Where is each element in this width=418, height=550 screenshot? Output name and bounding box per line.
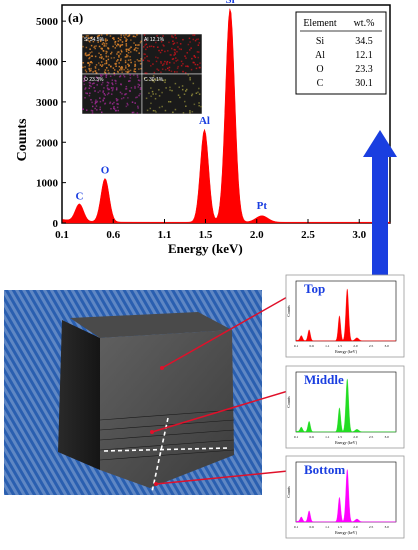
small-x-tick-label: 1.5 <box>338 525 343 529</box>
main-y-tick-label: 5000 <box>36 16 59 28</box>
pointer-top <box>161 291 297 369</box>
main-y-ticks: 0 1000 2000 3000 4000 5000 <box>36 16 66 230</box>
table-cell-wt: 34.5 <box>355 36 373 47</box>
main-spectrum-area <box>61 8 391 224</box>
small-x-tick-label: 2.5 <box>369 525 374 529</box>
small-x-tick-label: 0.6 <box>309 435 314 439</box>
small-x-tick-label: 0.1 <box>294 435 299 439</box>
elemental-map-tile: C 30.1% <box>141 73 203 115</box>
main-x-tick-label: 0.6 <box>106 229 120 241</box>
pointer-middle <box>151 387 299 433</box>
main-x-tick-label: 3.0 <box>352 229 366 241</box>
elemental-map-label: O 23.3% <box>84 77 104 83</box>
main-y-tick-label: 2000 <box>36 137 59 149</box>
main-x-tick-label: 2.5 <box>301 229 315 241</box>
element-table-box <box>295 11 387 95</box>
small-x-tick-label: 1.5 <box>338 344 343 348</box>
small-y-axis-label: Counts <box>286 396 291 408</box>
peak-label: O <box>101 164 110 176</box>
peak-label: C <box>75 191 83 203</box>
element-table: Element wt.% Si 34.5 Al 12.1 O 23.3 C 30.1 <box>295 11 387 95</box>
main-y-tick-label: 4000 <box>36 57 59 69</box>
dashed-vertical-line <box>151 417 169 493</box>
small-x-axis-label: Energy (keV) <box>335 530 357 535</box>
small-panel-title: Bottom <box>304 462 345 477</box>
elemental-map-tile: Si 34.5% <box>81 33 143 75</box>
small-x-tick-label: 0.6 <box>309 344 314 348</box>
table-cell-element: Si <box>316 36 325 47</box>
panel-label: (a) <box>68 10 83 25</box>
small-x-tick-label: 1.1 <box>325 344 330 348</box>
small-x-tick-label: 2.0 <box>353 525 358 529</box>
small-x-tick-label: 2.5 <box>369 435 374 439</box>
small-x-tick-label: 2.0 <box>353 435 358 439</box>
peak-label: Pt <box>257 200 268 212</box>
small-panel-title: Middle <box>304 372 344 387</box>
small-x-tick-label: 0.1 <box>294 344 299 348</box>
main-peak-labels: C O Al Si Pt <box>75 0 267 212</box>
elemental-map-label: Al 12.1% <box>144 37 165 43</box>
table-cell-wt: 23.3 <box>355 64 373 75</box>
block-left-face <box>58 320 100 470</box>
small-eds-panel: 0.1 0.6 1.1 1.5 2.0 2.5 3.0 Energy (keV) Counts B… <box>285 455 405 539</box>
small-x-tick-label: 1.1 <box>325 435 330 439</box>
table-cell-wt: 12.1 <box>355 50 373 61</box>
small-x-tick-label: 3.0 <box>384 344 389 348</box>
elemental-map-tile: Al 12.1% <box>141 33 203 75</box>
small-x-tick-label: 1.1 <box>325 525 330 529</box>
small-x-tick-label: 1.5 <box>338 435 343 439</box>
elemental-map-label: C 30.1% <box>144 77 164 83</box>
main-y-tick-label: 1000 <box>36 178 59 190</box>
main-x-tick-label: 1.1 <box>158 229 172 241</box>
elemental-map-tile: O 23.3% <box>81 73 143 115</box>
small-eds-panels: 0.1 0.6 1.1 1.5 2.0 2.5 3.0 Energy (keV) Counts T… <box>285 274 405 539</box>
main-y-tick-label: 3000 <box>36 97 59 109</box>
block-front-face <box>100 330 234 488</box>
pointer-bottom <box>155 469 299 485</box>
double-arrow-icon <box>363 130 397 310</box>
small-eds-panel: 0.1 0.6 1.1 1.5 2.0 2.5 3.0 Energy (keV) Counts T… <box>285 274 405 358</box>
sample-photo <box>4 290 299 495</box>
small-spectrum-area <box>295 468 397 523</box>
small-spectrum-area <box>295 378 397 433</box>
small-x-tick-label: 3.0 <box>384 435 389 439</box>
small-x-tick-label: 2.0 <box>353 344 358 348</box>
small-x-tick-label: 0.1 <box>294 525 299 529</box>
main-x-tick-label: 0.1 <box>55 229 69 241</box>
main-y-axis-label: Counts <box>15 118 30 161</box>
small-y-axis-label: Counts <box>286 486 291 498</box>
small-x-tick-label: 0.6 <box>309 525 314 529</box>
table-header-wt: wt.% <box>354 18 375 29</box>
small-x-axis-label: Energy (keV) <box>335 440 357 445</box>
table-cell-wt: 30.1 <box>355 78 373 89</box>
main-x-tick-label: 1.5 <box>199 229 213 241</box>
main-y-tick-label: 0 <box>53 218 59 230</box>
small-spectrum-area <box>295 288 397 342</box>
main-x-axis-label: Energy (keV) <box>168 241 243 256</box>
table-cell-element: Al <box>315 50 325 61</box>
peak-label: Si <box>226 0 235 6</box>
main-x-ticks: 0.1 0.6 1.1 1.5 2.0 2.5 3.0 <box>55 219 367 241</box>
small-y-axis-label: Counts <box>286 305 291 317</box>
table-cell-element: C <box>317 78 324 89</box>
main-x-tick-label: 2.0 <box>250 229 264 241</box>
block-top-face <box>70 312 232 338</box>
small-eds-panel: 0.1 0.6 1.1 1.5 2.0 2.5 3.0 Energy (keV) Counts M… <box>285 365 405 449</box>
main-plot-area <box>61 8 391 224</box>
table-header-element: Element <box>303 18 337 29</box>
small-panel-title: Top <box>304 281 325 296</box>
small-x-tick-label: 2.5 <box>369 344 374 348</box>
elemental-map-label: Si 34.5% <box>84 37 105 43</box>
peak-label: Al <box>199 115 210 127</box>
elemental-maps: Si 34.5% Al 12.1% O 23.3% C 30.1% <box>81 33 203 115</box>
small-x-axis-label: Energy (keV) <box>335 349 357 354</box>
table-cell-element: O <box>316 64 323 75</box>
small-x-tick-label: 3.0 <box>384 525 389 529</box>
